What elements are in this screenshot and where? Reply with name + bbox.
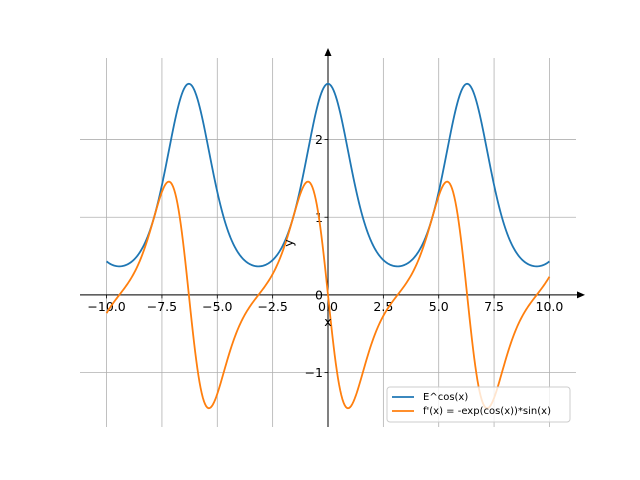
- x-tick-label: 2.5: [373, 299, 393, 314]
- x-tick-label: −5.0: [202, 299, 232, 314]
- x-tick-label: −2.5: [257, 299, 287, 314]
- legend-label-series-1: E^cos(x): [423, 392, 468, 403]
- y-axis-arrow: [324, 48, 332, 56]
- legend-label-series-2: f'(x) = -exp(cos(x))*sin(x): [423, 406, 551, 417]
- series-line-2: [105, 180, 551, 410]
- axes: [80, 48, 585, 427]
- series-line-1: [106, 82, 550, 268]
- y-tick-label: 2: [315, 132, 323, 147]
- x-tick-label: 0.0: [318, 299, 338, 314]
- y-tick-label: 0: [315, 287, 323, 302]
- legend-box: [386, 386, 571, 423]
- x-tick-label: 7.5: [484, 299, 504, 314]
- series-lines: [105, 82, 551, 410]
- y-axis-label: y: [281, 239, 296, 247]
- x-axis-label: x: [324, 314, 331, 329]
- x-axis-arrow: [577, 291, 585, 299]
- x-tick-label: 5.0: [429, 299, 449, 314]
- x-tick-label: 10.0: [536, 299, 564, 314]
- x-tick-label: −10.0: [87, 299, 125, 314]
- y-tick-label: −1: [305, 365, 323, 380]
- legend: E^cos(x) f'(x) = -exp(cos(x))*sin(x): [386, 386, 571, 423]
- x-tick-label: −7.5: [147, 299, 177, 314]
